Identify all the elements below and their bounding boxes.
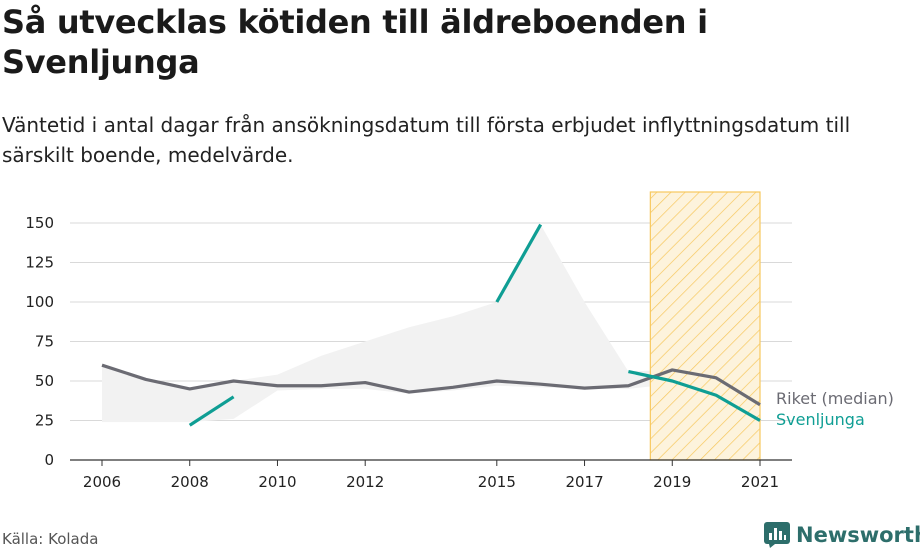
range-band <box>102 224 760 423</box>
x-tick-label: 2008 <box>171 473 209 491</box>
y-tick-label: 25 <box>35 412 54 430</box>
x-tick-label: 2006 <box>83 473 121 491</box>
chart-title: Så utvecklas kötiden till äldreboenden i… <box>2 3 708 81</box>
x-tick-label: 2021 <box>741 473 779 491</box>
series-line <box>495 223 543 303</box>
y-tick-label: 50 <box>35 372 54 390</box>
highlight-period <box>649 191 761 461</box>
brand-logo[interactable]: Newsworthy <box>764 520 920 550</box>
chart-subtitle: Väntetid i antal dagar från ansökningsda… <box>2 113 851 167</box>
x-tick-label: 2015 <box>478 473 516 491</box>
series-label: Riket (median) <box>776 389 894 408</box>
x-tick-label: 2010 <box>258 473 296 491</box>
y-tick-label: 125 <box>25 254 54 272</box>
x-tick-label: 2019 <box>653 473 691 491</box>
series-line <box>628 369 761 422</box>
bar-chart-icon <box>764 522 790 548</box>
y-tick-label: 75 <box>35 333 54 351</box>
y-tick-label: 0 <box>44 451 54 469</box>
source-note: Källa: Kolada <box>2 530 99 548</box>
x-tick-label: 2017 <box>565 473 603 491</box>
x-tick-label: 2012 <box>346 473 384 491</box>
series-line <box>188 395 235 427</box>
y-tick-label: 150 <box>25 214 54 232</box>
series-label: Svenljunga <box>776 410 865 429</box>
brand-name: Newsworthy <box>796 523 920 547</box>
y-tick-label: 100 <box>25 293 54 311</box>
